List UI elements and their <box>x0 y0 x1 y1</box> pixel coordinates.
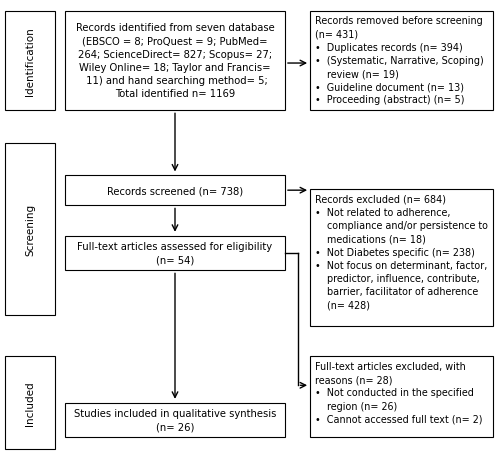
Bar <box>65 12 285 111</box>
Bar <box>65 403 285 438</box>
Bar <box>5 12 55 111</box>
Bar <box>310 190 492 326</box>
Bar <box>5 357 55 449</box>
Text: Records excluded (n= 684)
•  Not related to adherence,
    compliance and/or per: Records excluded (n= 684) • Not related … <box>315 194 488 310</box>
Text: Full-text articles assessed for eligibility
(n= 54): Full-text articles assessed for eligibil… <box>78 242 272 265</box>
Bar <box>65 236 285 271</box>
Text: Records removed before screening
(n= 431)
•  Duplicates records (n= 394)
•  (Sys: Records removed before screening (n= 431… <box>315 16 484 105</box>
Text: Included: Included <box>25 381 35 425</box>
Text: Full-text articles excluded, with
reasons (n= 28)
•  Not conducted in the specif: Full-text articles excluded, with reason… <box>315 361 482 424</box>
Bar <box>310 12 492 111</box>
Text: Identification: Identification <box>25 27 35 96</box>
Bar <box>310 357 492 438</box>
Bar <box>5 144 55 315</box>
Bar <box>65 176 285 206</box>
Text: Records identified from seven database
(EBSCO = 8; ProQuest = 9; PubMed=
264; Sc: Records identified from seven database (… <box>76 24 274 99</box>
Text: Records screened (n= 738): Records screened (n= 738) <box>107 186 243 196</box>
Text: Screening: Screening <box>25 203 35 255</box>
Text: Studies included in qualitative synthesis
(n= 26): Studies included in qualitative synthesi… <box>74 408 276 432</box>
